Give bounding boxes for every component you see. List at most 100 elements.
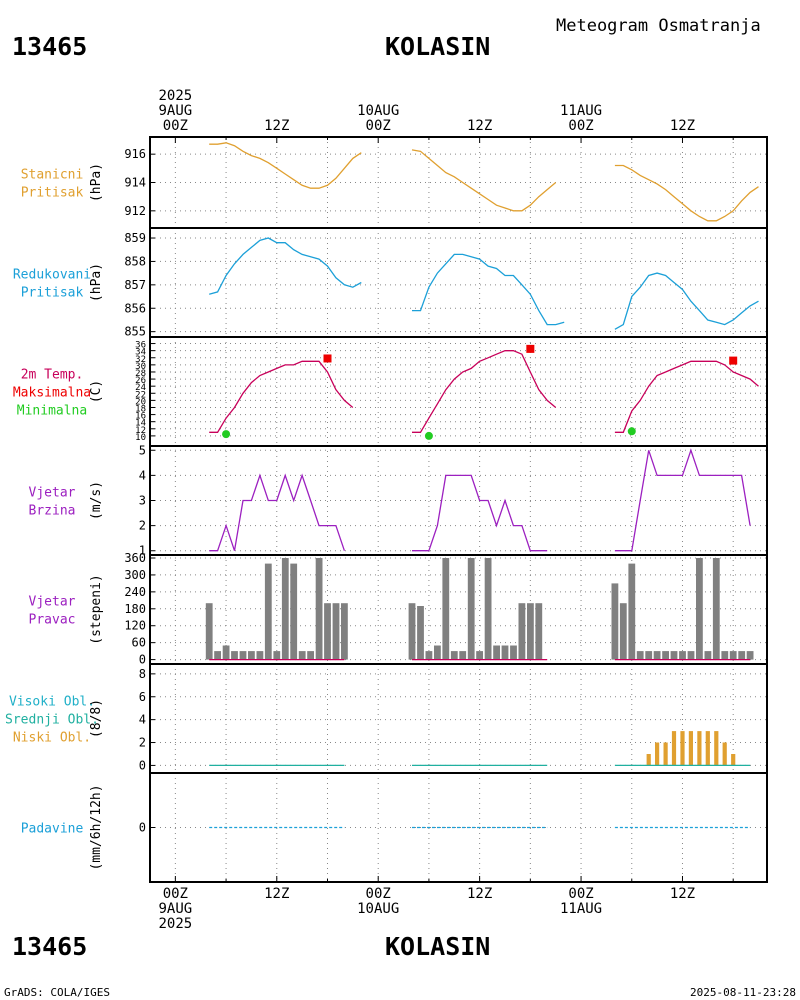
panel-label: Pritisak: [21, 286, 84, 301]
bar: [611, 583, 619, 660]
station-name-bottom: KOLASIN: [385, 932, 490, 961]
time-label: 00Z: [163, 118, 188, 134]
bar: [646, 754, 651, 766]
y-tick-label: 240: [124, 585, 146, 599]
bar: [239, 651, 247, 660]
bar: [619, 603, 627, 660]
y-tick-label: 22: [135, 390, 146, 400]
panel-wind_speed: 1 2 3 4 5 Vjetar Brzina (m/s): [29, 443, 767, 558]
y-tick-label: 912: [124, 204, 146, 218]
series-line: [209, 360, 354, 433]
series-line: [412, 253, 565, 326]
bar: [636, 651, 644, 660]
y-tick-label: 2: [139, 519, 146, 533]
y-tick-label: 16: [135, 412, 146, 422]
bar: [476, 651, 483, 660]
bar: [671, 731, 677, 766]
bar: [315, 558, 323, 660]
y-tick-label: 36: [135, 341, 146, 351]
bar: [535, 603, 543, 660]
station-name-top: KOLASIN: [385, 32, 490, 61]
station-id-top: 13465: [12, 32, 87, 61]
bar: [341, 603, 348, 660]
time-label: 2025: [158, 916, 192, 932]
bar: [222, 645, 230, 660]
series-line: [209, 237, 362, 295]
min-marker: [424, 431, 433, 440]
panel-label: Redukovani: [13, 268, 91, 283]
bar: [290, 563, 298, 660]
time-label: 10AUG: [357, 901, 399, 917]
bar: [518, 603, 526, 660]
series-line: [614, 272, 759, 330]
bar: [680, 731, 685, 766]
bar: [527, 603, 534, 660]
bar: [679, 651, 686, 660]
bar: [205, 603, 213, 660]
y-tick-label: 859: [124, 231, 146, 245]
time-label: 10AUG: [357, 103, 399, 119]
panel-label: Minimalna: [17, 404, 87, 419]
series-line: [614, 448, 751, 552]
time-label: 00Z: [163, 886, 188, 902]
time-label: 12Z: [670, 886, 695, 902]
y-tick-label: 10: [135, 433, 146, 443]
time-label: 12Z: [467, 886, 492, 902]
bar: [697, 731, 702, 766]
bar: [645, 651, 653, 660]
series-line: [209, 473, 346, 552]
y-tick-label: 857: [124, 278, 146, 292]
bar: [721, 651, 729, 660]
chart-title: Meteogram Osmatranja: [556, 16, 761, 36]
bar: [731, 754, 736, 766]
bar: [264, 563, 272, 660]
panel-wind_direction: 0 60 120 180 240 300 360 Vjetar Pravac (stepeni): [29, 551, 767, 667]
panel-unit: (stepeni): [89, 574, 104, 644]
y-tick-label: 4: [139, 468, 146, 482]
panel-cloud_cover: 0 2 4 6 8 Visoki Obl. Srednji Obl. Niski Obl.(8…: [5, 663, 767, 773]
y-tick-label: 360: [124, 551, 146, 565]
bar: [653, 651, 661, 660]
y-tick-label: 914: [124, 176, 146, 190]
panel-label: Vjetar: [29, 595, 76, 610]
time-label: 11AUG: [560, 901, 602, 917]
panel-unit: (hPa): [89, 263, 104, 302]
panel-reduced_pressure: 855 856 857 858 859 Redukovani Pritisak (hPa): [13, 227, 767, 339]
y-tick-label: 3: [139, 494, 146, 508]
max-marker: [323, 354, 332, 363]
time-label: 11AUG: [560, 103, 602, 119]
bar: [712, 558, 720, 660]
y-tick-label: 856: [124, 301, 146, 315]
panel-unit: (m/s): [89, 481, 104, 520]
panel-precipitation: 0 Padavine (mm/6h/12h): [21, 772, 767, 882]
plot-frame: [149, 136, 768, 883]
y-tick-label: 0: [139, 821, 146, 835]
y-tick-label: 0: [139, 758, 146, 772]
y-tick-label: 30: [135, 362, 146, 372]
series-line: [412, 474, 548, 552]
bar: [408, 603, 416, 660]
y-tick-label: 8: [139, 667, 146, 681]
panel-unit: (C): [89, 380, 104, 403]
min-marker: [222, 430, 231, 439]
series-line: [412, 350, 557, 433]
max-marker: [729, 356, 738, 365]
y-tick-label: 4: [139, 713, 146, 727]
bar: [501, 645, 509, 660]
time-label: 12Z: [670, 118, 695, 134]
bar: [324, 603, 331, 660]
panel-label: Pritisak: [21, 186, 84, 201]
panel-station_pressure: 912 914 916 Stanicni Pritisak (hPa): [21, 137, 767, 228]
bar: [417, 606, 424, 660]
series-line: [614, 360, 759, 433]
y-tick-label: 12: [135, 426, 146, 436]
bar: [662, 651, 669, 660]
y-tick-label: 26: [135, 376, 146, 386]
y-tick-label: 300: [124, 568, 146, 582]
time-label: 9AUG: [158, 103, 192, 119]
station-id-bottom: 13465: [12, 932, 87, 961]
